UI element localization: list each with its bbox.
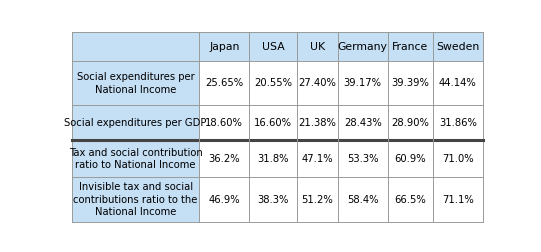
Bar xyxy=(338,61,387,105)
Text: 25.65%: 25.65% xyxy=(205,78,243,88)
Text: Japan: Japan xyxy=(209,42,240,52)
Bar xyxy=(296,61,338,105)
Text: 44.14%: 44.14% xyxy=(439,78,477,88)
Bar xyxy=(387,177,433,222)
Text: 53.3%: 53.3% xyxy=(347,154,379,164)
Bar xyxy=(433,177,483,222)
Bar xyxy=(249,140,296,177)
Text: Social expenditures per
National Income: Social expenditures per National Income xyxy=(77,72,194,94)
Bar xyxy=(72,61,200,105)
Bar xyxy=(387,61,433,105)
Bar xyxy=(338,32,387,61)
Bar xyxy=(296,177,338,222)
Bar xyxy=(249,177,296,222)
Text: Germany: Germany xyxy=(338,42,387,52)
Text: Tax and social contribution
ratio to National Income: Tax and social contribution ratio to Nat… xyxy=(69,148,202,170)
Text: 21.38%: 21.38% xyxy=(298,118,336,128)
Text: France: France xyxy=(392,42,428,52)
Bar xyxy=(338,177,387,222)
Text: 71.0%: 71.0% xyxy=(442,154,474,164)
Text: 58.4%: 58.4% xyxy=(347,195,379,205)
Bar xyxy=(249,32,296,61)
Bar xyxy=(200,177,249,222)
Text: 18.60%: 18.60% xyxy=(206,118,243,128)
Text: 20.55%: 20.55% xyxy=(254,78,292,88)
Bar xyxy=(387,105,433,140)
Text: Sweden: Sweden xyxy=(436,42,479,52)
Text: 36.2%: 36.2% xyxy=(208,154,240,164)
Bar xyxy=(387,32,433,61)
Text: 31.86%: 31.86% xyxy=(439,118,477,128)
Bar xyxy=(387,140,433,177)
Bar xyxy=(72,177,200,222)
Bar xyxy=(338,140,387,177)
Text: USA: USA xyxy=(261,42,285,52)
Bar xyxy=(433,61,483,105)
Text: 28.90%: 28.90% xyxy=(391,118,429,128)
Bar xyxy=(249,61,296,105)
Bar xyxy=(433,140,483,177)
Bar xyxy=(433,105,483,140)
Text: 39.39%: 39.39% xyxy=(391,78,429,88)
Text: 71.1%: 71.1% xyxy=(442,195,474,205)
Bar xyxy=(296,140,338,177)
Bar xyxy=(338,105,387,140)
Bar xyxy=(433,32,483,61)
Text: UK: UK xyxy=(309,42,325,52)
Text: 47.1%: 47.1% xyxy=(301,154,333,164)
Bar xyxy=(200,61,249,105)
Bar xyxy=(200,105,249,140)
Text: 51.2%: 51.2% xyxy=(301,195,333,205)
Text: 66.5%: 66.5% xyxy=(394,195,426,205)
Text: 46.9%: 46.9% xyxy=(208,195,240,205)
Text: Social expenditures per GDP: Social expenditures per GDP xyxy=(64,118,207,128)
Bar xyxy=(72,32,200,61)
Text: 39.17%: 39.17% xyxy=(344,78,382,88)
Text: 27.40%: 27.40% xyxy=(298,78,336,88)
Bar xyxy=(249,105,296,140)
Text: 31.8%: 31.8% xyxy=(257,154,289,164)
Bar xyxy=(200,32,249,61)
Text: 60.9%: 60.9% xyxy=(394,154,426,164)
Text: Invisible tax and social
contributions ratio to the
National Income: Invisible tax and social contributions r… xyxy=(74,182,198,217)
Bar xyxy=(296,105,338,140)
Text: 16.60%: 16.60% xyxy=(254,118,292,128)
Bar xyxy=(296,32,338,61)
Bar xyxy=(72,105,200,140)
Bar xyxy=(200,140,249,177)
Text: 28.43%: 28.43% xyxy=(344,118,381,128)
Bar xyxy=(72,140,200,177)
Text: 38.3%: 38.3% xyxy=(258,195,289,205)
